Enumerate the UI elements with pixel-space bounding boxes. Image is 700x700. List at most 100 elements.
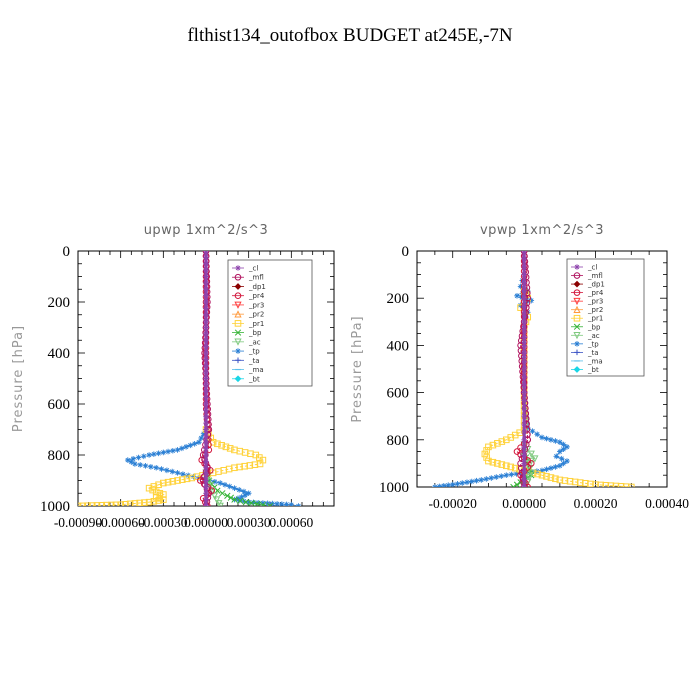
- data-point-pr4: [524, 483, 532, 487]
- data-point-cl: [203, 445, 209, 452]
- data-point-tp: [155, 450, 162, 457]
- data-point-tp: [135, 454, 142, 461]
- legend-label: _ta: [587, 349, 599, 357]
- data-point-tp: [283, 501, 290, 506]
- data-point-pr1: [145, 484, 153, 492]
- data-point-cl: [203, 420, 209, 426]
- data-point-tp: [124, 457, 131, 463]
- data-point-tp: [222, 481, 228, 488]
- data-point-pr4: [513, 448, 521, 455]
- data-point-cl: [521, 444, 527, 451]
- data-point-tp: [153, 464, 160, 471]
- data-point-tp: [146, 452, 152, 458]
- data-point-cl: [521, 405, 527, 412]
- data-point-tp: [560, 441, 567, 448]
- data-point-cl: [521, 287, 527, 294]
- legend-label: _cl: [587, 264, 597, 272]
- legend-label: _pr2: [587, 306, 603, 314]
- legend-label: _bt: [587, 366, 599, 374]
- data-point-cl: [203, 260, 209, 267]
- data-point-tp: [529, 428, 536, 434]
- data-point-cl: [203, 413, 209, 420]
- data-point-cl: [521, 484, 527, 487]
- data-point-tp: [274, 501, 280, 506]
- legend-label: _ma: [587, 357, 603, 365]
- y-tick-label: 800: [387, 433, 410, 449]
- data-point-tp: [488, 475, 495, 481]
- data-point-tp: [543, 466, 550, 473]
- data-point-tp: [191, 440, 198, 447]
- data-point-tp: [464, 479, 470, 486]
- data-point-tp: [238, 494, 245, 500]
- data-point-cl: [203, 496, 209, 503]
- data-point-cl: [521, 295, 527, 301]
- data-point-tp: [151, 451, 157, 457]
- legend-marker: [574, 264, 580, 270]
- legend-label: _bt: [248, 375, 260, 383]
- data-point-tp: [190, 473, 197, 480]
- data-point-tp: [493, 474, 500, 480]
- legend-marker: [573, 272, 581, 279]
- data-point-tp: [226, 483, 233, 490]
- data-point-cl: [203, 324, 209, 331]
- data-point-tp: [454, 481, 461, 487]
- x-tick-label: 0.00020: [574, 496, 618, 511]
- data-point-cl: [203, 292, 209, 299]
- data-point-ac: [216, 502, 224, 506]
- series-group: [78, 251, 302, 506]
- data-point-pr1: [498, 438, 506, 445]
- x-tick-label: -0.00020: [429, 496, 478, 511]
- data-point-cl: [521, 374, 527, 380]
- data-point-cl: [203, 394, 209, 401]
- legend-box: [566, 258, 645, 377]
- data-point-pr1: [543, 473, 550, 480]
- data-point-tp: [498, 473, 505, 479]
- data-point-cl: [203, 452, 209, 458]
- data-point-tp: [158, 466, 165, 472]
- data-point-pr1: [107, 501, 115, 506]
- data-point-pr1: [155, 497, 162, 504]
- data-point-tp: [236, 487, 242, 493]
- data-point-tp: [295, 503, 302, 506]
- data-point-pr1: [498, 461, 506, 468]
- y-tick-label: 0: [402, 244, 410, 260]
- data-point-cl: [521, 437, 527, 443]
- legend-marker: [573, 314, 581, 322]
- data-point-tp: [523, 296, 530, 302]
- legend-marker: [235, 357, 241, 364]
- data-point-bp: [259, 501, 267, 506]
- data-point-tp: [552, 438, 559, 444]
- legend-label: _mfl: [248, 274, 264, 282]
- data-point-cl: [203, 305, 209, 312]
- data-point-tp: [539, 467, 545, 474]
- data-point-pr1: [178, 476, 186, 483]
- data-point-pr1: [141, 499, 148, 506]
- data-point-pr1: [627, 483, 635, 487]
- legend-marker: [234, 310, 242, 318]
- data-point-tp: [148, 463, 154, 470]
- data-point-tp: [130, 456, 136, 462]
- data-point-tp: [440, 483, 447, 487]
- x-tick-label: 0.00000: [502, 496, 546, 511]
- data-point-pr1: [502, 436, 510, 444]
- data-point-cl: [203, 388, 209, 395]
- data-point-tp: [140, 453, 147, 460]
- data-point-tp: [517, 283, 524, 290]
- data-point-cl: [521, 468, 527, 475]
- data-point-cl: [521, 358, 527, 364]
- data-point-ac: [527, 469, 535, 477]
- data-point-cl: [203, 484, 209, 490]
- data-point-pr1: [494, 440, 501, 447]
- x-tick-label: 0.00060: [269, 515, 313, 530]
- data-point-pr1: [502, 462, 510, 470]
- data-point-cl: [203, 273, 209, 280]
- data-point-cl: [521, 279, 527, 286]
- data-point-tp: [212, 478, 218, 485]
- data-point-cl: [203, 471, 209, 477]
- data-point-cl: [203, 490, 209, 497]
- data-point-tp: [558, 455, 565, 462]
- data-point-tp: [445, 482, 452, 487]
- data-point-pr1: [79, 502, 87, 506]
- data-point-tp: [553, 453, 560, 460]
- x-tick-label: 0.00030: [227, 515, 271, 530]
